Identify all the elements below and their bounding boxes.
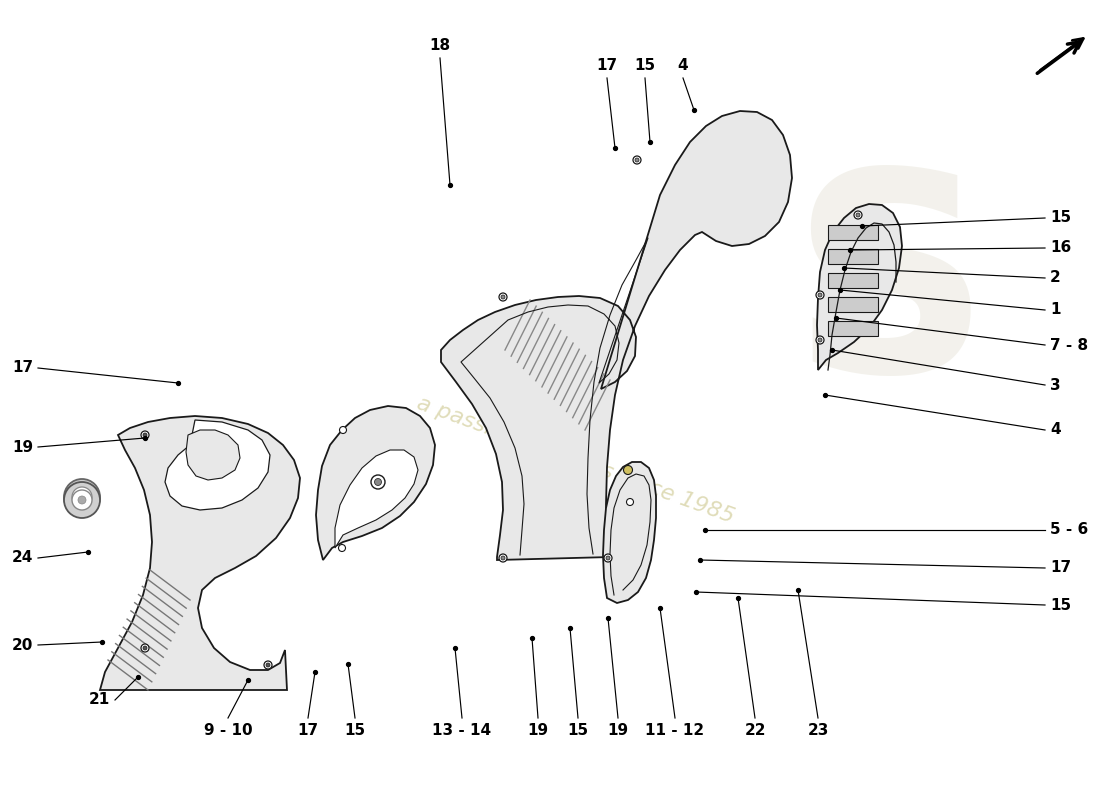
Circle shape xyxy=(340,426,346,434)
Circle shape xyxy=(635,158,639,162)
Text: 17: 17 xyxy=(1050,561,1071,575)
Circle shape xyxy=(818,338,822,342)
Text: 17: 17 xyxy=(12,361,33,375)
Text: 15: 15 xyxy=(344,723,365,738)
Circle shape xyxy=(606,556,610,560)
Polygon shape xyxy=(828,249,878,264)
Circle shape xyxy=(371,475,385,489)
Text: 1: 1 xyxy=(1050,302,1060,318)
Polygon shape xyxy=(100,416,300,690)
Polygon shape xyxy=(165,420,270,510)
Circle shape xyxy=(816,336,824,344)
Circle shape xyxy=(818,293,822,297)
Text: 21: 21 xyxy=(89,693,110,707)
Circle shape xyxy=(374,478,382,486)
Circle shape xyxy=(500,556,505,560)
Text: 22: 22 xyxy=(745,723,766,738)
Circle shape xyxy=(632,156,641,164)
Text: 19: 19 xyxy=(607,723,628,738)
Circle shape xyxy=(624,466,632,474)
Circle shape xyxy=(500,295,505,299)
Polygon shape xyxy=(603,462,656,603)
Text: 24: 24 xyxy=(12,550,33,566)
Text: a passion for parts since 1985: a passion for parts since 1985 xyxy=(414,393,737,527)
Circle shape xyxy=(499,293,507,301)
Text: 2: 2 xyxy=(1050,270,1060,286)
Text: 9 - 10: 9 - 10 xyxy=(204,723,252,738)
Polygon shape xyxy=(828,297,878,312)
Circle shape xyxy=(72,490,92,510)
Circle shape xyxy=(499,554,507,562)
Text: 13 - 14: 13 - 14 xyxy=(432,723,492,738)
Circle shape xyxy=(816,291,824,299)
Text: 18: 18 xyxy=(429,38,451,53)
Circle shape xyxy=(141,644,149,652)
Text: 5 - 6: 5 - 6 xyxy=(1050,522,1088,538)
Text: 17: 17 xyxy=(596,58,617,73)
Polygon shape xyxy=(828,321,878,336)
Circle shape xyxy=(64,479,100,515)
Text: 19: 19 xyxy=(527,723,549,738)
Circle shape xyxy=(264,661,272,669)
Circle shape xyxy=(143,433,147,437)
Text: 7 - 8: 7 - 8 xyxy=(1050,338,1088,353)
Circle shape xyxy=(78,496,86,504)
Text: 16: 16 xyxy=(1050,241,1071,255)
Text: S: S xyxy=(790,160,990,430)
Text: 19: 19 xyxy=(12,439,33,454)
Text: 11 - 12: 11 - 12 xyxy=(646,723,705,738)
Text: 15: 15 xyxy=(1050,598,1071,613)
Circle shape xyxy=(141,431,149,439)
Polygon shape xyxy=(828,273,878,288)
Text: 20: 20 xyxy=(12,638,33,653)
Circle shape xyxy=(266,663,270,667)
Text: 3: 3 xyxy=(1050,378,1060,393)
Circle shape xyxy=(64,482,100,518)
Text: 15: 15 xyxy=(1050,210,1071,226)
Text: 15: 15 xyxy=(568,723,588,738)
Text: 23: 23 xyxy=(807,723,828,738)
Text: 17: 17 xyxy=(297,723,319,738)
Circle shape xyxy=(604,554,612,562)
Polygon shape xyxy=(316,406,434,560)
Polygon shape xyxy=(817,204,902,370)
Circle shape xyxy=(627,498,634,506)
Text: 4: 4 xyxy=(1050,422,1060,438)
Polygon shape xyxy=(336,450,418,548)
Text: 15: 15 xyxy=(635,58,656,73)
Circle shape xyxy=(339,545,345,551)
Polygon shape xyxy=(441,111,792,560)
Polygon shape xyxy=(828,225,878,240)
Circle shape xyxy=(143,646,147,650)
Circle shape xyxy=(72,487,92,507)
Text: 4: 4 xyxy=(678,58,689,73)
Circle shape xyxy=(856,213,860,217)
Polygon shape xyxy=(186,430,240,480)
Circle shape xyxy=(854,211,862,219)
